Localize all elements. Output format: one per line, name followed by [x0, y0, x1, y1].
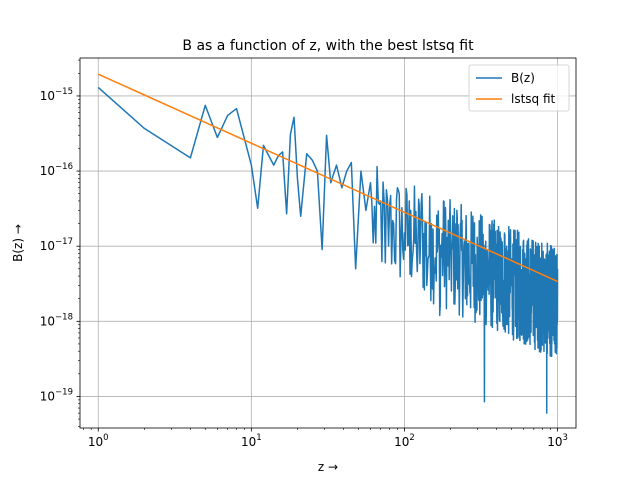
series-bz-line	[97, 86, 559, 414]
plot-area	[97, 73, 559, 414]
x-tick-label: 101	[241, 433, 262, 449]
x-axis-label: z →	[318, 460, 338, 474]
legend-label: lstsq fit	[511, 92, 556, 106]
y-tick-label: 10−18	[40, 312, 73, 328]
axis-ticks: 100 101 102 103 10−19 10−18 10−17 10−16 10−15	[40, 59, 568, 449]
y-tick-label: 10−16	[40, 162, 73, 178]
legend: B(z) lstsq fit	[468, 64, 570, 112]
series-lstsq-fit-line	[97, 73, 558, 283]
legend-label: B(z)	[511, 71, 535, 85]
y-tick-label: 10−15	[40, 87, 73, 103]
x-tick-label: 102	[394, 433, 415, 449]
x-tick-label: 103	[547, 433, 568, 449]
x-tick-label: 100	[88, 433, 109, 449]
y-axis-label: B(z) →	[11, 224, 25, 262]
chart-title: B as a function of z, with the best lsts…	[182, 38, 474, 54]
y-tick-label: 10−17	[40, 237, 73, 253]
y-tick-label: 10−19	[40, 387, 73, 403]
plot-frame	[79, 57, 577, 429]
